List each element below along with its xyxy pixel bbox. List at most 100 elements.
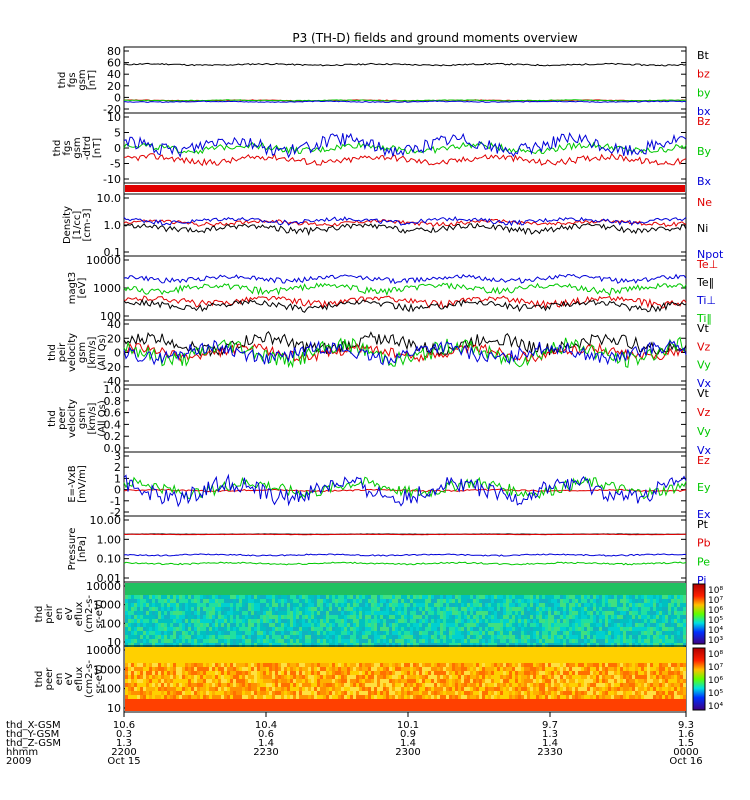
heatmap-cell xyxy=(353,603,356,607)
heatmap-cell xyxy=(356,583,359,587)
heatmap-cell xyxy=(260,675,263,679)
heatmap-cell xyxy=(347,679,350,683)
heatmap-cell xyxy=(347,675,350,679)
heatmap-cell xyxy=(590,595,593,599)
heatmap-cell xyxy=(245,643,248,647)
heatmap-cell xyxy=(353,655,356,659)
heatmap-cell xyxy=(491,587,494,591)
heatmap-cell xyxy=(476,619,479,623)
heatmap-cell xyxy=(269,659,272,663)
heatmap-cell xyxy=(683,603,686,607)
heatmap-cell xyxy=(278,603,281,607)
heatmap-cell xyxy=(284,627,287,631)
heatmap-cell xyxy=(563,639,566,643)
heatmap-cell xyxy=(416,619,419,623)
heatmap-cell xyxy=(386,611,389,615)
heatmap-cell xyxy=(431,611,434,615)
heatmap-cell xyxy=(410,687,413,691)
heatmap-cell xyxy=(635,603,638,607)
heatmap-cell xyxy=(455,639,458,643)
heatmap-cell xyxy=(494,611,497,615)
heatmap-cell xyxy=(398,671,401,675)
heatmap-cell xyxy=(212,623,215,627)
heatmap-cell xyxy=(302,591,305,595)
heatmap-cell xyxy=(155,587,158,591)
heatmap-cell xyxy=(440,635,443,639)
heatmap-cell xyxy=(206,647,209,651)
heatmap-cell xyxy=(245,639,248,643)
heatmap-cell xyxy=(155,627,158,631)
heatmap-cell xyxy=(677,611,680,615)
panel-ylabel: [eV] xyxy=(77,278,88,299)
heatmap-cell xyxy=(566,611,569,615)
heatmap-cell xyxy=(254,639,257,643)
heatmap-cell xyxy=(383,691,386,695)
heatmap-cell xyxy=(524,627,527,631)
heatmap-cell xyxy=(155,699,158,703)
heatmap-cell xyxy=(416,655,419,659)
heatmap-cell xyxy=(398,707,401,711)
heatmap-cell xyxy=(173,675,176,679)
heatmap-cell xyxy=(326,655,329,659)
heatmap-cell xyxy=(299,627,302,631)
heatmap-cell xyxy=(242,631,245,635)
heatmap-cell xyxy=(470,607,473,611)
heatmap-cell xyxy=(191,607,194,611)
heatmap-cell xyxy=(167,671,170,675)
heatmap-cell xyxy=(395,631,398,635)
heatmap-cell xyxy=(269,679,272,683)
heatmap-cell xyxy=(128,587,131,591)
heatmap-cell xyxy=(254,695,257,699)
heatmap-cell xyxy=(596,583,599,587)
heatmap-cell xyxy=(158,595,161,599)
heatmap-cell xyxy=(449,659,452,663)
heatmap-cell xyxy=(299,659,302,663)
heatmap-cell xyxy=(365,599,368,603)
heatmap-cell xyxy=(449,679,452,683)
heatmap-cell xyxy=(593,595,596,599)
heatmap-cell xyxy=(221,607,224,611)
heatmap-cell xyxy=(338,635,341,639)
heatmap-cell xyxy=(182,703,185,707)
heatmap-cell xyxy=(314,667,317,671)
heatmap-cell xyxy=(425,691,428,695)
heatmap-cell xyxy=(347,667,350,671)
heatmap-cell xyxy=(158,591,161,595)
heatmap-cell xyxy=(545,619,548,623)
heatmap-cell xyxy=(632,635,635,639)
panel-ylabel: [km/s] xyxy=(87,402,98,434)
panel-ylabel: [km/s] xyxy=(87,336,98,368)
heatmap-cell xyxy=(332,667,335,671)
heatmap-cell xyxy=(311,583,314,587)
heatmap-cell xyxy=(431,663,434,667)
heatmap-cell xyxy=(443,643,446,647)
heatmap-cell xyxy=(296,679,299,683)
heatmap-cell xyxy=(197,683,200,687)
heatmap-cell xyxy=(140,615,143,619)
heatmap-cell xyxy=(320,639,323,643)
heatmap-cell xyxy=(308,583,311,587)
heatmap-cell xyxy=(566,599,569,603)
panel-ylabel: eV xyxy=(64,672,75,685)
heatmap-cell xyxy=(212,675,215,679)
heatmap-cell xyxy=(470,643,473,647)
heatmap-cell xyxy=(233,599,236,603)
heatmap-cell xyxy=(587,623,590,627)
heatmap-cell xyxy=(200,707,203,711)
heatmap-cell xyxy=(245,583,248,587)
heatmap-cell xyxy=(338,607,341,611)
heatmap-cell xyxy=(314,695,317,699)
heatmap-cell xyxy=(452,615,455,619)
heatmap-cell xyxy=(410,607,413,611)
heatmap-cell xyxy=(164,631,167,635)
heatmap-cell xyxy=(290,675,293,679)
heatmap-cell xyxy=(488,611,491,615)
heatmap-cell xyxy=(443,635,446,639)
heatmap-cell xyxy=(212,591,215,595)
heatmap-cell xyxy=(578,635,581,639)
heatmap-cell xyxy=(131,707,134,711)
heatmap-cell xyxy=(317,651,320,655)
heatmap-cell xyxy=(221,683,224,687)
heatmap-cell xyxy=(191,639,194,643)
heatmap-cell xyxy=(461,619,464,623)
